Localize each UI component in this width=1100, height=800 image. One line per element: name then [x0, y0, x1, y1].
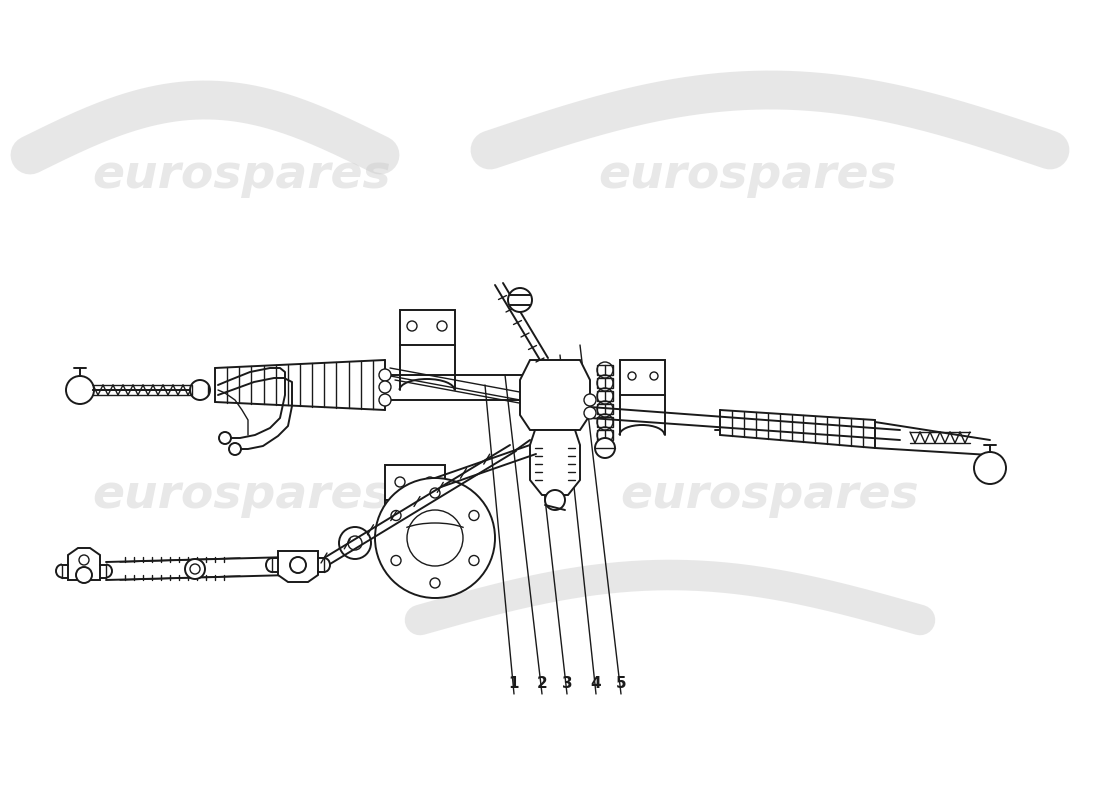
- Circle shape: [544, 490, 565, 510]
- Circle shape: [219, 432, 231, 444]
- Bar: [597, 378, 613, 388]
- Bar: [597, 417, 613, 427]
- Bar: [597, 430, 613, 440]
- Circle shape: [430, 578, 440, 588]
- Text: 2: 2: [537, 677, 548, 691]
- Circle shape: [469, 510, 478, 521]
- Text: 5: 5: [616, 677, 626, 691]
- Circle shape: [379, 381, 390, 393]
- Circle shape: [407, 510, 463, 566]
- Circle shape: [348, 536, 362, 550]
- Circle shape: [375, 478, 495, 598]
- Text: eurospares: eurospares: [598, 154, 898, 198]
- Circle shape: [190, 564, 200, 574]
- Circle shape: [390, 555, 402, 566]
- Text: 4: 4: [591, 677, 602, 691]
- Circle shape: [339, 527, 371, 559]
- Circle shape: [185, 559, 205, 579]
- Bar: [597, 365, 613, 375]
- Circle shape: [79, 555, 89, 565]
- Text: eurospares: eurospares: [92, 474, 392, 518]
- Polygon shape: [68, 548, 100, 580]
- Circle shape: [595, 438, 615, 458]
- Circle shape: [379, 394, 390, 406]
- Circle shape: [76, 567, 92, 583]
- Polygon shape: [278, 551, 318, 582]
- Polygon shape: [400, 310, 455, 345]
- Text: eurospares: eurospares: [620, 474, 920, 518]
- Circle shape: [390, 510, 402, 521]
- Polygon shape: [620, 360, 666, 395]
- Polygon shape: [385, 465, 446, 500]
- Circle shape: [974, 452, 1006, 484]
- Bar: [597, 404, 613, 414]
- Circle shape: [469, 555, 478, 566]
- Circle shape: [190, 380, 210, 400]
- Circle shape: [379, 369, 390, 381]
- Text: eurospares: eurospares: [92, 154, 392, 198]
- Text: 1: 1: [508, 677, 519, 691]
- Bar: [597, 391, 613, 401]
- Circle shape: [508, 288, 532, 312]
- Circle shape: [229, 443, 241, 455]
- Circle shape: [430, 488, 440, 498]
- Text: 3: 3: [562, 677, 572, 691]
- Polygon shape: [520, 360, 590, 430]
- Circle shape: [584, 407, 596, 419]
- Circle shape: [584, 394, 596, 406]
- Polygon shape: [530, 430, 580, 495]
- Circle shape: [290, 557, 306, 573]
